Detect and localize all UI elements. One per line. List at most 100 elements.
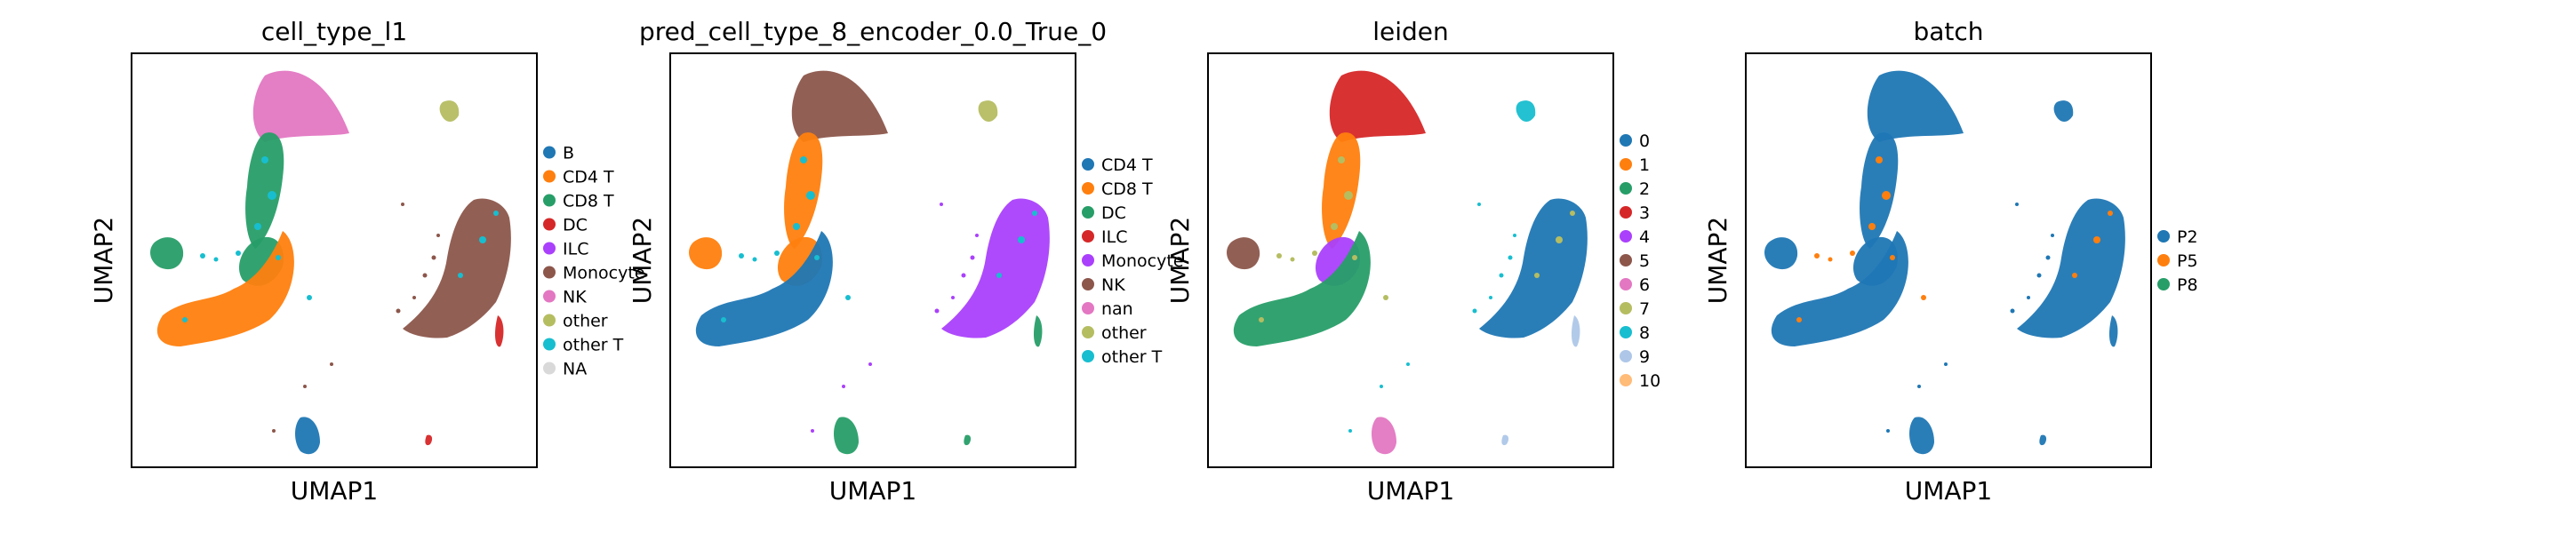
scatter-point — [1917, 385, 1921, 388]
cluster-mono — [1479, 198, 1588, 338]
legend-label: 5 — [1639, 251, 1650, 271]
scatter-point — [272, 429, 276, 433]
legend-label: Monocyte — [1101, 251, 1184, 271]
scatter-point — [431, 255, 436, 260]
plot-area — [689, 70, 1050, 455]
cluster-br — [1501, 434, 1509, 446]
legend-marker — [1620, 206, 1632, 219]
scatter-point — [2072, 273, 2077, 278]
legend-label: P8 — [2177, 275, 2198, 295]
scatter-point — [814, 255, 820, 260]
scatter-point — [401, 203, 404, 206]
scatter-point — [1344, 191, 1353, 200]
legend-marker — [543, 314, 556, 327]
scatter-point — [1018, 236, 1025, 243]
plot-area — [150, 70, 511, 455]
scatter-point — [307, 295, 312, 300]
scatter-point — [1886, 429, 1890, 433]
cluster-left — [1764, 237, 1798, 270]
scatter-point — [1290, 257, 1295, 262]
cluster-top — [978, 100, 998, 122]
scatter-point — [1868, 223, 1876, 230]
scatter-point — [1477, 203, 1481, 206]
cluster-mono — [2017, 198, 2125, 338]
plot-area — [1227, 70, 1588, 455]
cluster-stem — [1322, 132, 1361, 249]
scatter-point — [1489, 296, 1492, 299]
cluster-lower — [1233, 231, 1371, 346]
plot-area — [1764, 70, 2125, 455]
scatter-point — [752, 257, 757, 262]
scatter-point — [236, 251, 241, 256]
cluster-bottom — [1909, 417, 1934, 455]
legend-label: 4 — [1639, 227, 1650, 247]
legend-marker — [1082, 302, 1094, 314]
legend-label: NA — [563, 360, 587, 379]
y-axis-label: UMAP2 — [1165, 217, 1195, 305]
scatter-point — [1312, 251, 1317, 256]
cluster-monotail — [2108, 315, 2118, 347]
scatter-point — [1032, 211, 1037, 216]
cluster-stem — [245, 132, 284, 249]
legend-marker — [543, 218, 556, 231]
cluster-top — [1516, 100, 1536, 122]
scatter-point — [845, 295, 851, 300]
legend-marker — [2157, 254, 2170, 266]
scatter-point — [739, 253, 744, 259]
scatter-point — [2010, 308, 2015, 314]
y-axis-label: UMAP2 — [89, 217, 118, 305]
scatter-point — [479, 236, 486, 243]
legend-marker — [1082, 158, 1094, 171]
legend-label: DC — [563, 216, 588, 235]
x-axis-label: UMAP1 — [291, 476, 379, 505]
cluster-bottom — [1372, 417, 1396, 455]
legend-marker — [1082, 182, 1094, 195]
legend-label: other — [563, 312, 608, 331]
legend-marker — [1620, 230, 1632, 243]
scatter-point — [1556, 236, 1563, 243]
scatter-point — [1570, 211, 1575, 216]
legend-label: CD4 T — [1101, 155, 1153, 175]
scatter-point — [951, 296, 955, 299]
scatter-point — [1508, 255, 1513, 260]
legend-marker — [543, 338, 556, 351]
scatter-point — [422, 273, 428, 278]
cluster-monotail — [1033, 315, 1043, 347]
scatter-point — [2093, 236, 2100, 243]
legend-label: 10 — [1639, 371, 1660, 391]
scatter-point — [1921, 295, 1926, 300]
scatter-point — [793, 223, 800, 230]
cluster-br — [2039, 434, 2047, 446]
scatter-point — [2051, 234, 2054, 237]
scatter-point — [303, 385, 307, 388]
legend-marker — [1082, 278, 1094, 290]
legend-marker — [543, 146, 556, 159]
legend: CD4 T CD8 T DC ILC Monocyte NK nan other other T — [1082, 155, 1184, 367]
cluster-lower — [695, 231, 833, 346]
x-axis-label: UMAP1 — [1367, 476, 1455, 505]
legend-label: B — [563, 144, 574, 163]
legend-label: other T — [1101, 347, 1163, 367]
scatter-point — [458, 273, 463, 278]
legend-label: P5 — [2177, 251, 2198, 271]
legend-marker — [2157, 278, 2170, 290]
cluster-stem — [1860, 132, 1899, 249]
scatter-point — [1513, 234, 1516, 237]
scatter-point — [800, 156, 807, 163]
legend-label: other — [1101, 323, 1147, 343]
legend-label: other T — [563, 336, 624, 355]
legend-label: NK — [1101, 275, 1125, 295]
scatter-point — [1380, 385, 1383, 388]
legend-label: DC — [1101, 203, 1126, 223]
legend: P2 P5 P8 — [2157, 227, 2198, 295]
cluster-left — [1227, 237, 1260, 270]
scatter-point — [330, 362, 333, 366]
legend-label: CD8 T — [1101, 179, 1153, 199]
cluster-left — [689, 237, 723, 270]
legend-label: ILC — [1101, 227, 1127, 247]
scatter-point — [2045, 255, 2051, 260]
scatter-point — [182, 317, 188, 322]
legend-marker — [1620, 182, 1632, 195]
legend-label: P2 — [2177, 227, 2198, 247]
